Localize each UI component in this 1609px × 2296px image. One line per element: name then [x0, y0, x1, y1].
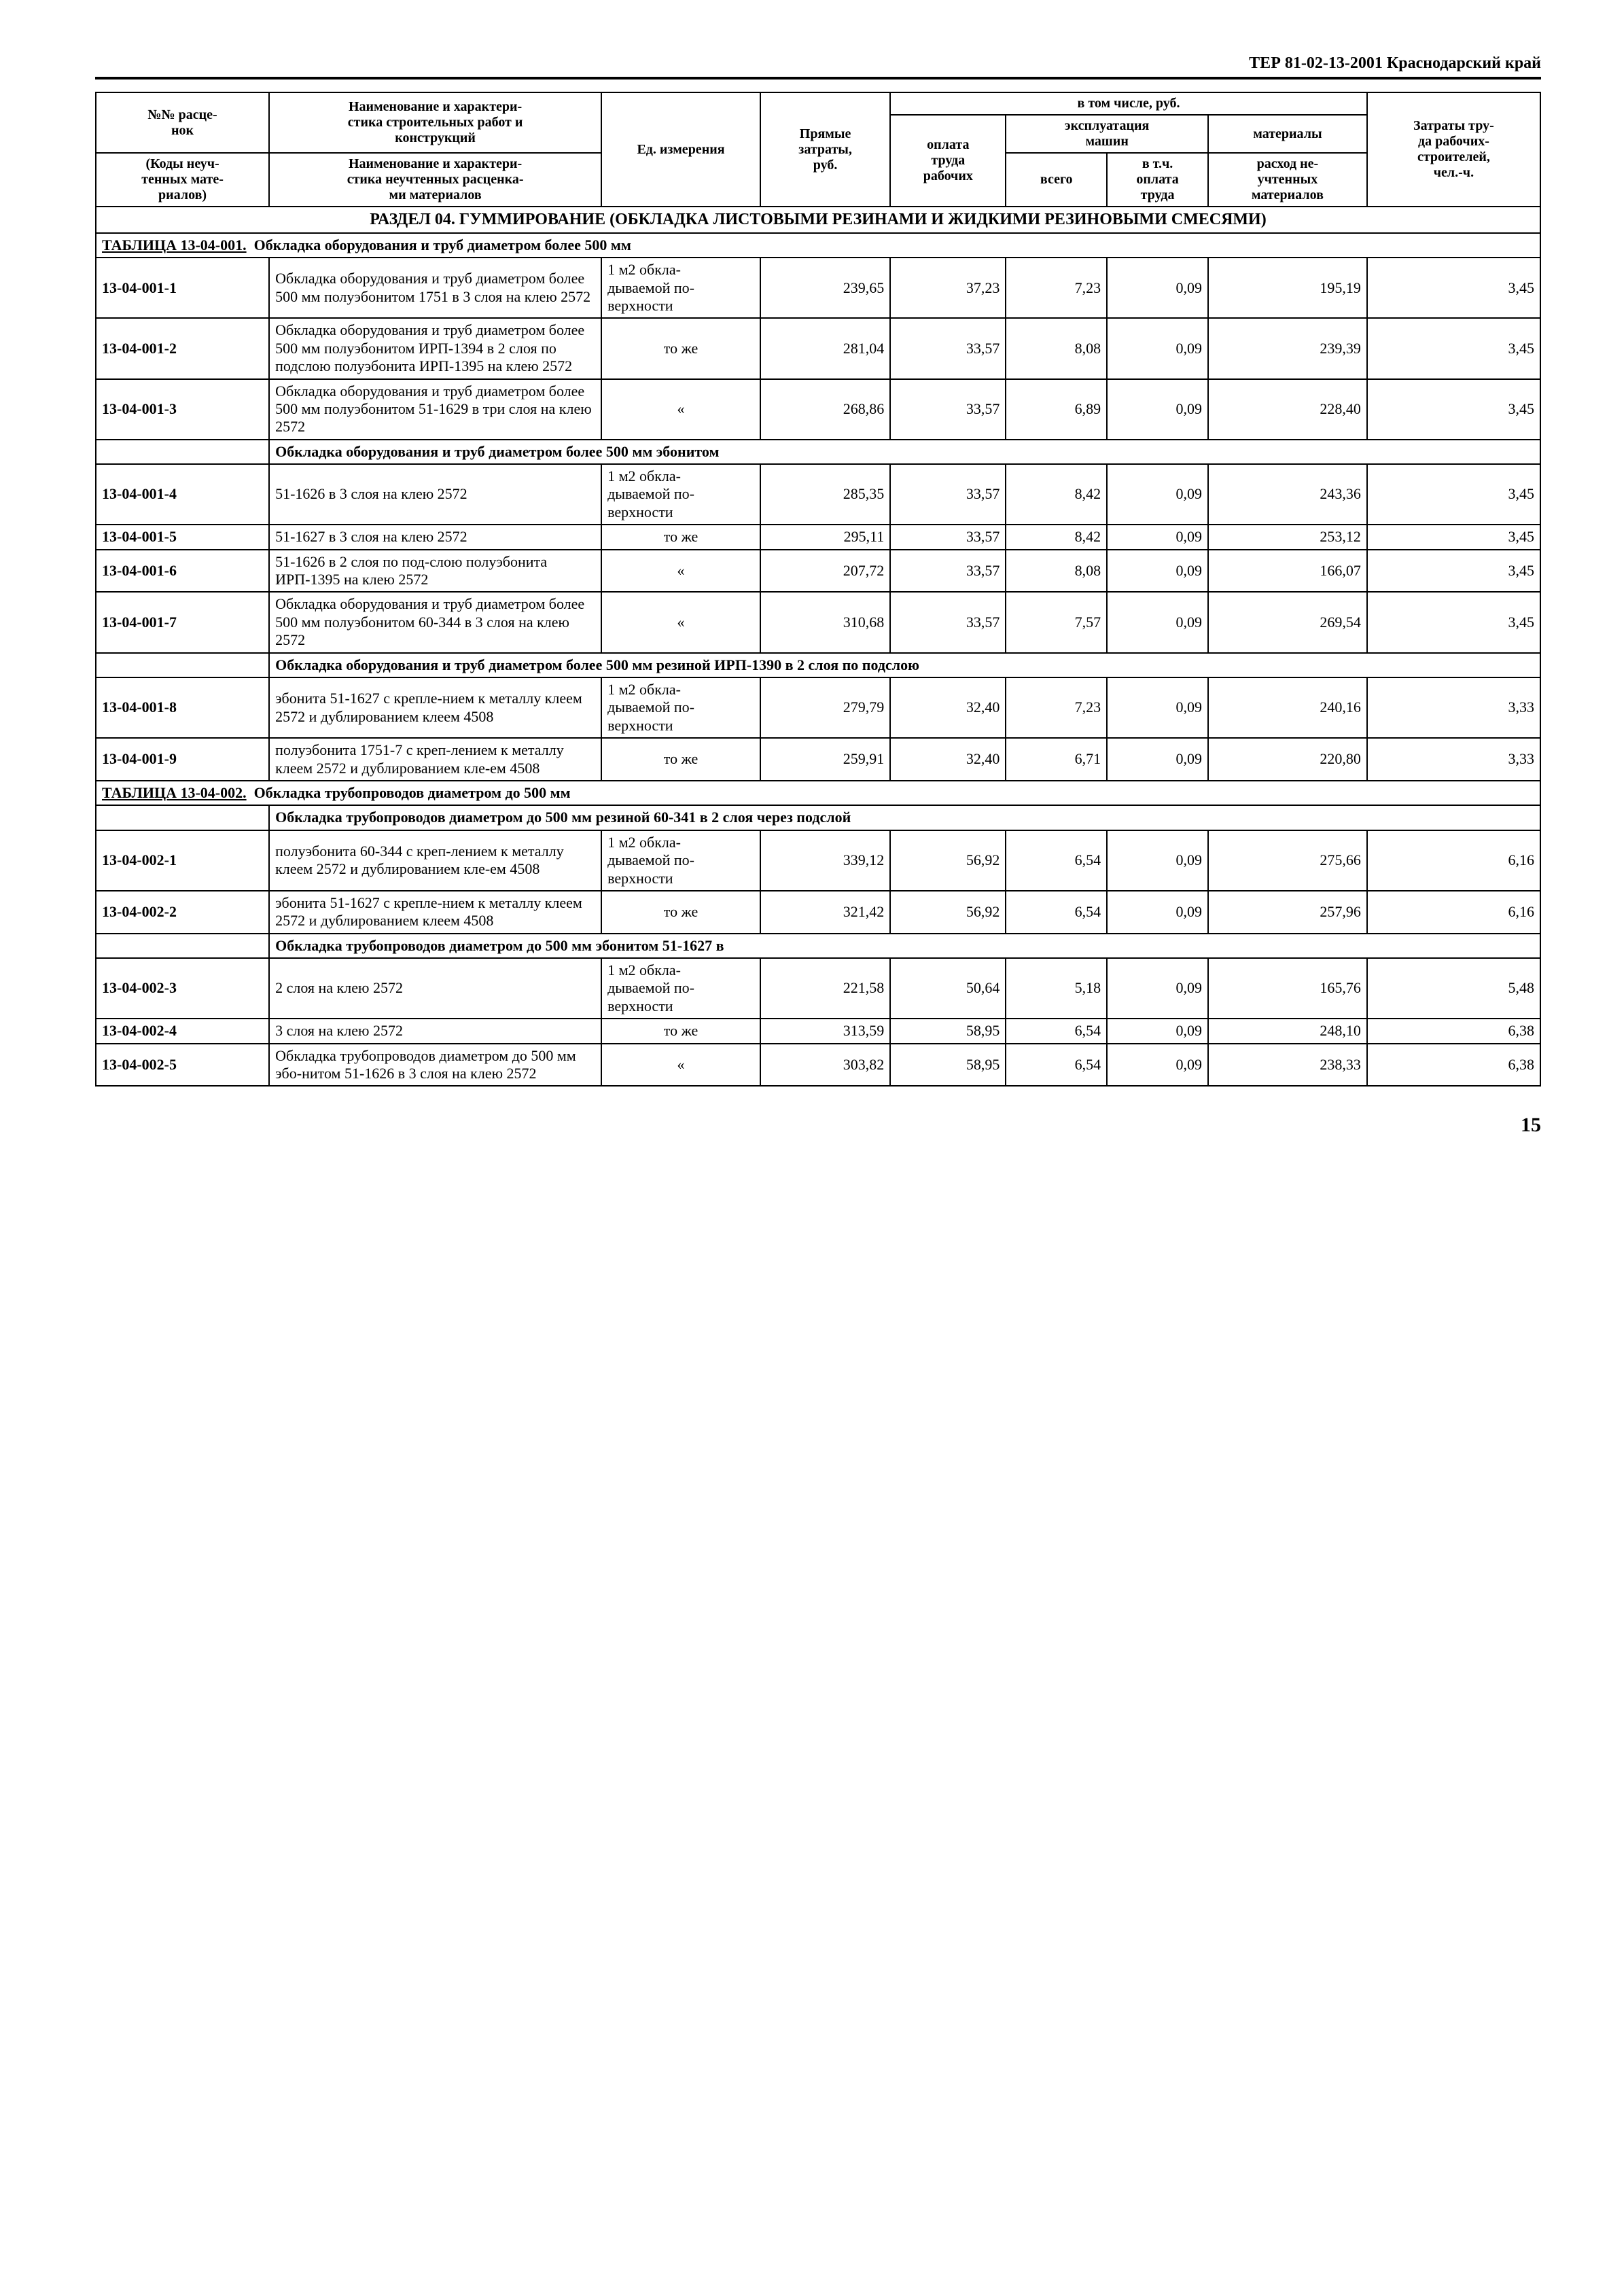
table-row: 13-04-002-2эбонита 51-1627 с крепле-нием…: [96, 891, 1540, 934]
table-row: 13-04-001-651-1626 в 2 слоя по под-слою …: [96, 550, 1540, 593]
col-materials-top: материалы: [1208, 115, 1367, 153]
table-row: 13-04-001-1Обкладка оборудования и труб …: [96, 258, 1540, 318]
table-row: 13-04-002-5Обкладка трубопроводов диамет…: [96, 1044, 1540, 1087]
col-labor: Затраты тру-да рабочих-строителей,чел.-ч…: [1367, 92, 1540, 207]
table-row: 13-04-001-3Обкладка оборудования и труб …: [96, 379, 1540, 440]
col-desc-bot: Наименование и характери-стика неучтенны…: [269, 153, 601, 207]
col-incl-pay: в т.ч.оплататруда: [1107, 153, 1208, 207]
table-body: РАЗДЕЛ 04. ГУММИРОВАНИЕ (ОБКЛАДКА ЛИСТОВ…: [96, 207, 1540, 1086]
header-rule: [95, 77, 1541, 80]
table-row: 13-04-002-32 слоя на клею 25721 м2 обкла…: [96, 958, 1540, 1019]
main-table: №№ расце-нок Наименование и характери-ст…: [95, 92, 1541, 1087]
col-group-incl: в том числе, руб.: [890, 92, 1367, 115]
col-total: всего: [1006, 153, 1107, 207]
col-direct: Прямыезатраты,руб.: [760, 92, 890, 207]
col-materials-bot: расход не-учтенныхматериалов: [1208, 153, 1367, 207]
col-desc-top: Наименование и характери-стика строитель…: [269, 92, 601, 153]
col-code-top: №№ расце-нок: [96, 92, 269, 153]
table-row: 13-04-002-43 слоя на клею 2572то же313,5…: [96, 1019, 1540, 1043]
table-row: 13-04-001-451-1626 в 3 слоя на клею 2572…: [96, 464, 1540, 525]
table-row: 13-04-001-8эбонита 51-1627 с крепле-нием…: [96, 677, 1540, 738]
table-row: 13-04-001-9полуэбонита 1751-7 с креп-лен…: [96, 738, 1540, 781]
table-row: 13-04-002-1полуэбонита 60-344 с креп-лен…: [96, 830, 1540, 891]
table-row: 13-04-001-7Обкладка оборудования и труб …: [96, 592, 1540, 652]
table-row: 13-04-001-2Обкладка оборудования и труб …: [96, 318, 1540, 378]
col-unit: Ед. измерения: [601, 92, 760, 207]
table-row: 13-04-001-551-1627 в 3 слоя на клею 2572…: [96, 525, 1540, 549]
page-number: 15: [95, 1114, 1541, 1137]
doc-header: ТЕР 81-02-13-2001 Краснодарский край: [95, 54, 1541, 73]
col-machines: эксплуатациямашин: [1006, 115, 1208, 153]
col-pay: оплататрударабочих: [890, 115, 1006, 207]
col-code-bot: (Коды неуч-тенных мате-риалов): [96, 153, 269, 207]
table-head: №№ расце-нок Наименование и характери-ст…: [96, 92, 1540, 207]
